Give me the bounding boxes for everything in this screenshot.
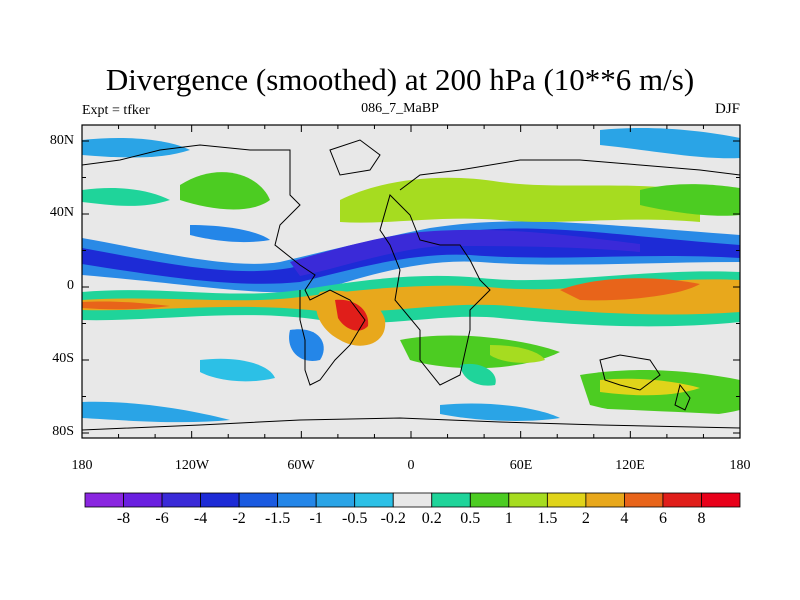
colorbar-swatch (123, 492, 163, 508)
colorbar-label: -8 (116, 510, 131, 527)
colorbar-swatch (354, 492, 394, 508)
lon-label: 0 (407, 458, 415, 473)
contour-fields (82, 127, 740, 438)
colorbar-swatch (392, 492, 433, 508)
colorbar-label: 4 (620, 510, 629, 527)
colorbar-swatch (238, 492, 279, 508)
lat-label: 0 (67, 278, 74, 293)
colorbar-label: 1 (504, 510, 513, 527)
colorbar-label: -1 (309, 510, 323, 527)
colorbar-swatch (662, 492, 702, 508)
colorbar-swatch (277, 492, 317, 508)
season-label: DJF (714, 101, 740, 117)
colorbar-swatch (585, 492, 625, 508)
axis-ticks (81, 125, 741, 438)
colorbar-label: -0.2 (380, 510, 406, 527)
colorbar-label: -1.5 (264, 510, 291, 527)
colorbar-label: -2 (232, 510, 246, 527)
lon-label: 180 (729, 458, 751, 473)
colorbar-label: 6 (658, 510, 667, 527)
colorbar-swatch (84, 492, 124, 508)
colorbar-swatch (200, 492, 240, 508)
lat-label: 40S (52, 351, 74, 366)
colorbar (84, 492, 741, 508)
lon-label: 180 (71, 458, 93, 473)
lon-label: 120E (615, 458, 645, 473)
colorbar-label: 0.5 (460, 510, 481, 527)
experiment-label: Expt = tfker (82, 103, 150, 118)
lon-label: 120W (174, 458, 210, 473)
coastlines (82, 139, 740, 431)
run-label: 086_7_MaBP (361, 101, 439, 116)
colorbar-label: 2 (581, 510, 590, 527)
colorbar-swatch (431, 492, 471, 508)
colorbar-label: 1.5 (537, 510, 558, 527)
lon-label: 60W (287, 458, 315, 473)
lon-label: 60E (509, 458, 533, 473)
colorbar-swatch (508, 492, 548, 508)
lat-label: 80N (49, 133, 74, 148)
colorbar-label: -0.5 (342, 510, 368, 527)
colorbar-swatch (469, 492, 510, 508)
colorbar-label: -6 (155, 510, 169, 527)
colorbar-swatch (315, 492, 356, 508)
colorbar-label: -4 (193, 510, 208, 527)
colorbar-swatch (701, 492, 741, 508)
lat-label: 80S (52, 424, 74, 439)
colorbar-label: 0.2 (421, 510, 442, 527)
colorbar-label: 8 (697, 510, 706, 527)
colorbar-swatch (161, 492, 201, 508)
plot-title: Divergence (smoothed) at 200 hPa (10**6 … (105, 62, 695, 97)
colorbar-swatch (624, 492, 664, 508)
lat-label: 40N (49, 205, 74, 220)
colorbar-swatch (546, 492, 587, 508)
